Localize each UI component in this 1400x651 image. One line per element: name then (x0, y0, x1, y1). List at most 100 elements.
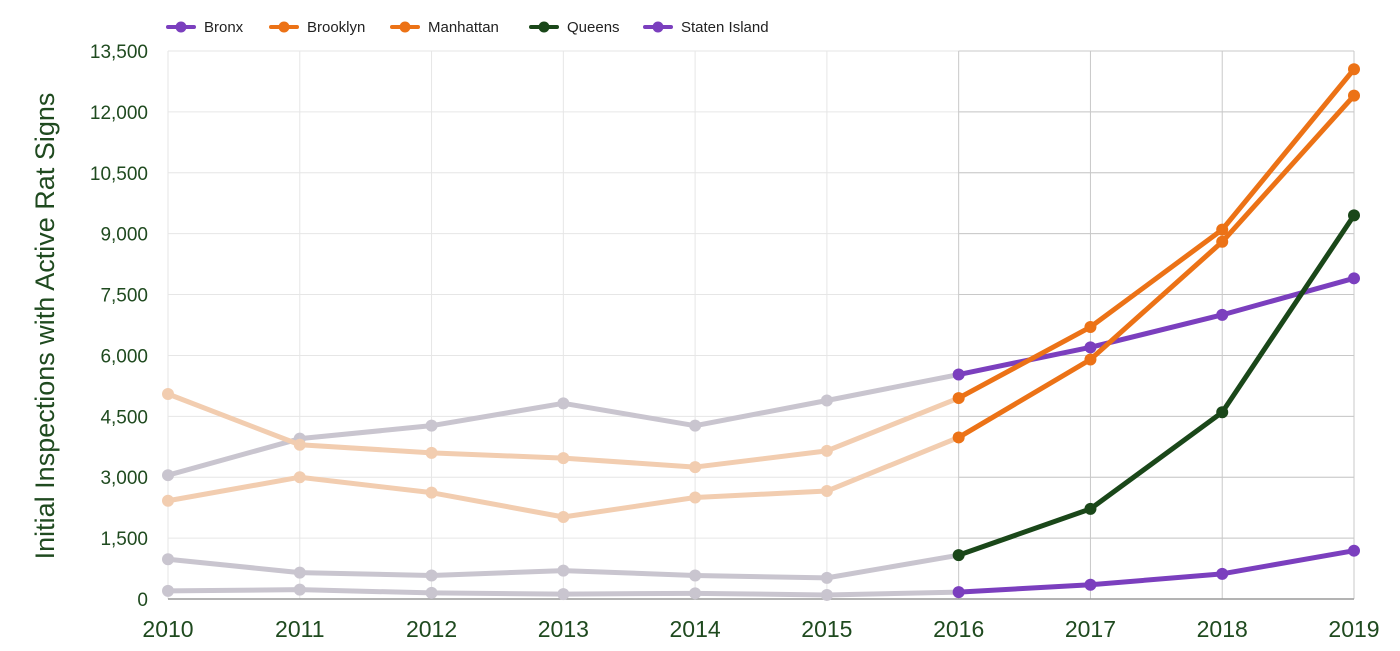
legend-swatch-dot (278, 21, 290, 33)
data-point (1216, 406, 1229, 419)
series-line (956, 275, 1357, 378)
data-point (293, 471, 306, 484)
data-point (1216, 223, 1229, 236)
y-tick-label: 3,000 (100, 468, 148, 489)
legend-label: Bronx (204, 19, 244, 36)
data-point (162, 494, 174, 507)
data-point (162, 553, 174, 566)
data-point (820, 394, 833, 407)
y-tick-label: 6,000 (100, 346, 148, 367)
data-point (557, 452, 570, 465)
series-staten-island (162, 544, 1360, 601)
data-point (1084, 578, 1097, 591)
series-lines (162, 63, 1360, 601)
y-tick-label: 4,500 (100, 407, 148, 428)
y-tick-label: 9,000 (100, 225, 148, 246)
data-point (689, 587, 702, 600)
data-point (952, 431, 965, 444)
data-point (557, 564, 570, 577)
legend-label: Manhattan (428, 19, 499, 36)
data-point (425, 446, 438, 459)
y-tick-label: 7,500 (100, 286, 148, 307)
data-point (952, 586, 965, 599)
data-point (1216, 308, 1229, 321)
axes: 0 1,500 3,000 4,500 6,000 7,500 9,000 10,500 12,… (90, 42, 1380, 642)
data-point (1348, 209, 1360, 222)
data-point (820, 588, 833, 601)
data-point (425, 486, 438, 499)
data-point (1348, 272, 1360, 285)
data-point (1348, 89, 1360, 102)
data-point (1216, 567, 1229, 580)
legend-swatch-dot (399, 21, 411, 33)
series-line (956, 66, 1357, 401)
data-point (1084, 341, 1097, 354)
data-point (293, 583, 306, 596)
legend-label: Queens (567, 19, 620, 36)
data-point (689, 569, 702, 582)
y-axis-label: Initial Inspections with Active Rat Sign… (30, 93, 60, 560)
legend-swatch-dot (175, 21, 187, 33)
data-point (425, 419, 438, 432)
x-tick-label: 2014 (670, 616, 721, 642)
data-point (425, 569, 438, 582)
data-point (162, 584, 174, 597)
data-point (1084, 502, 1097, 515)
legend-item: Manhattan (390, 19, 499, 36)
legend-label: Staten Island (681, 19, 769, 36)
legend: Bronx Brooklyn Manhattan Queens Staten Islan… (166, 19, 769, 36)
legend-item: Staten Island (643, 19, 769, 36)
data-point (820, 485, 833, 498)
y-tick-label: 12,000 (90, 103, 148, 124)
x-tick-label: 2013 (538, 616, 589, 642)
data-point (557, 397, 570, 410)
data-point (557, 511, 570, 524)
grid (167, 50, 1355, 600)
data-point (1348, 544, 1360, 557)
data-point (557, 588, 570, 601)
legend-swatch-dot (538, 21, 550, 33)
data-point (293, 566, 306, 579)
x-tick-label: 2018 (1197, 616, 1248, 642)
x-tick-label: 2016 (933, 616, 984, 642)
data-point (162, 469, 174, 482)
legend-item: Queens (529, 19, 620, 36)
data-point (820, 571, 833, 584)
series-bronx (162, 272, 1360, 482)
legend-item: Brooklyn (269, 19, 365, 36)
data-point (1084, 321, 1097, 334)
x-tick-label: 2011 (275, 616, 324, 642)
data-point (293, 438, 306, 451)
x-tick-label: 2019 (1328, 616, 1379, 642)
data-point (689, 419, 702, 432)
legend-item: Bronx (166, 19, 244, 36)
data-point (162, 388, 174, 401)
data-point (820, 444, 833, 457)
series-line (956, 548, 1357, 595)
data-point (1084, 353, 1097, 366)
legend-swatch-dot (652, 21, 664, 33)
x-tick-label: 2017 (1065, 616, 1116, 642)
series-queens (162, 209, 1360, 584)
data-point (689, 491, 702, 504)
series-brooklyn (162, 63, 1360, 474)
y-tick-label: 13,500 (90, 42, 148, 63)
data-point (689, 461, 702, 474)
series-line (956, 212, 1357, 558)
data-point (952, 368, 965, 381)
data-point (1216, 235, 1229, 248)
y-tick-label: 10,500 (90, 164, 148, 185)
legend-label: Brooklyn (307, 19, 365, 36)
y-tick-label: 0 (137, 590, 148, 611)
data-point (1348, 63, 1360, 76)
x-tick-label: 2012 (406, 616, 457, 642)
x-tick-label: 2010 (142, 616, 193, 642)
series-manhattan (162, 89, 1360, 524)
x-tick-label: 2015 (801, 616, 852, 642)
data-point (425, 586, 438, 599)
data-point (952, 392, 965, 405)
data-point (952, 549, 965, 562)
y-tick-label: 1,500 (100, 529, 148, 550)
series-line (956, 93, 1357, 440)
